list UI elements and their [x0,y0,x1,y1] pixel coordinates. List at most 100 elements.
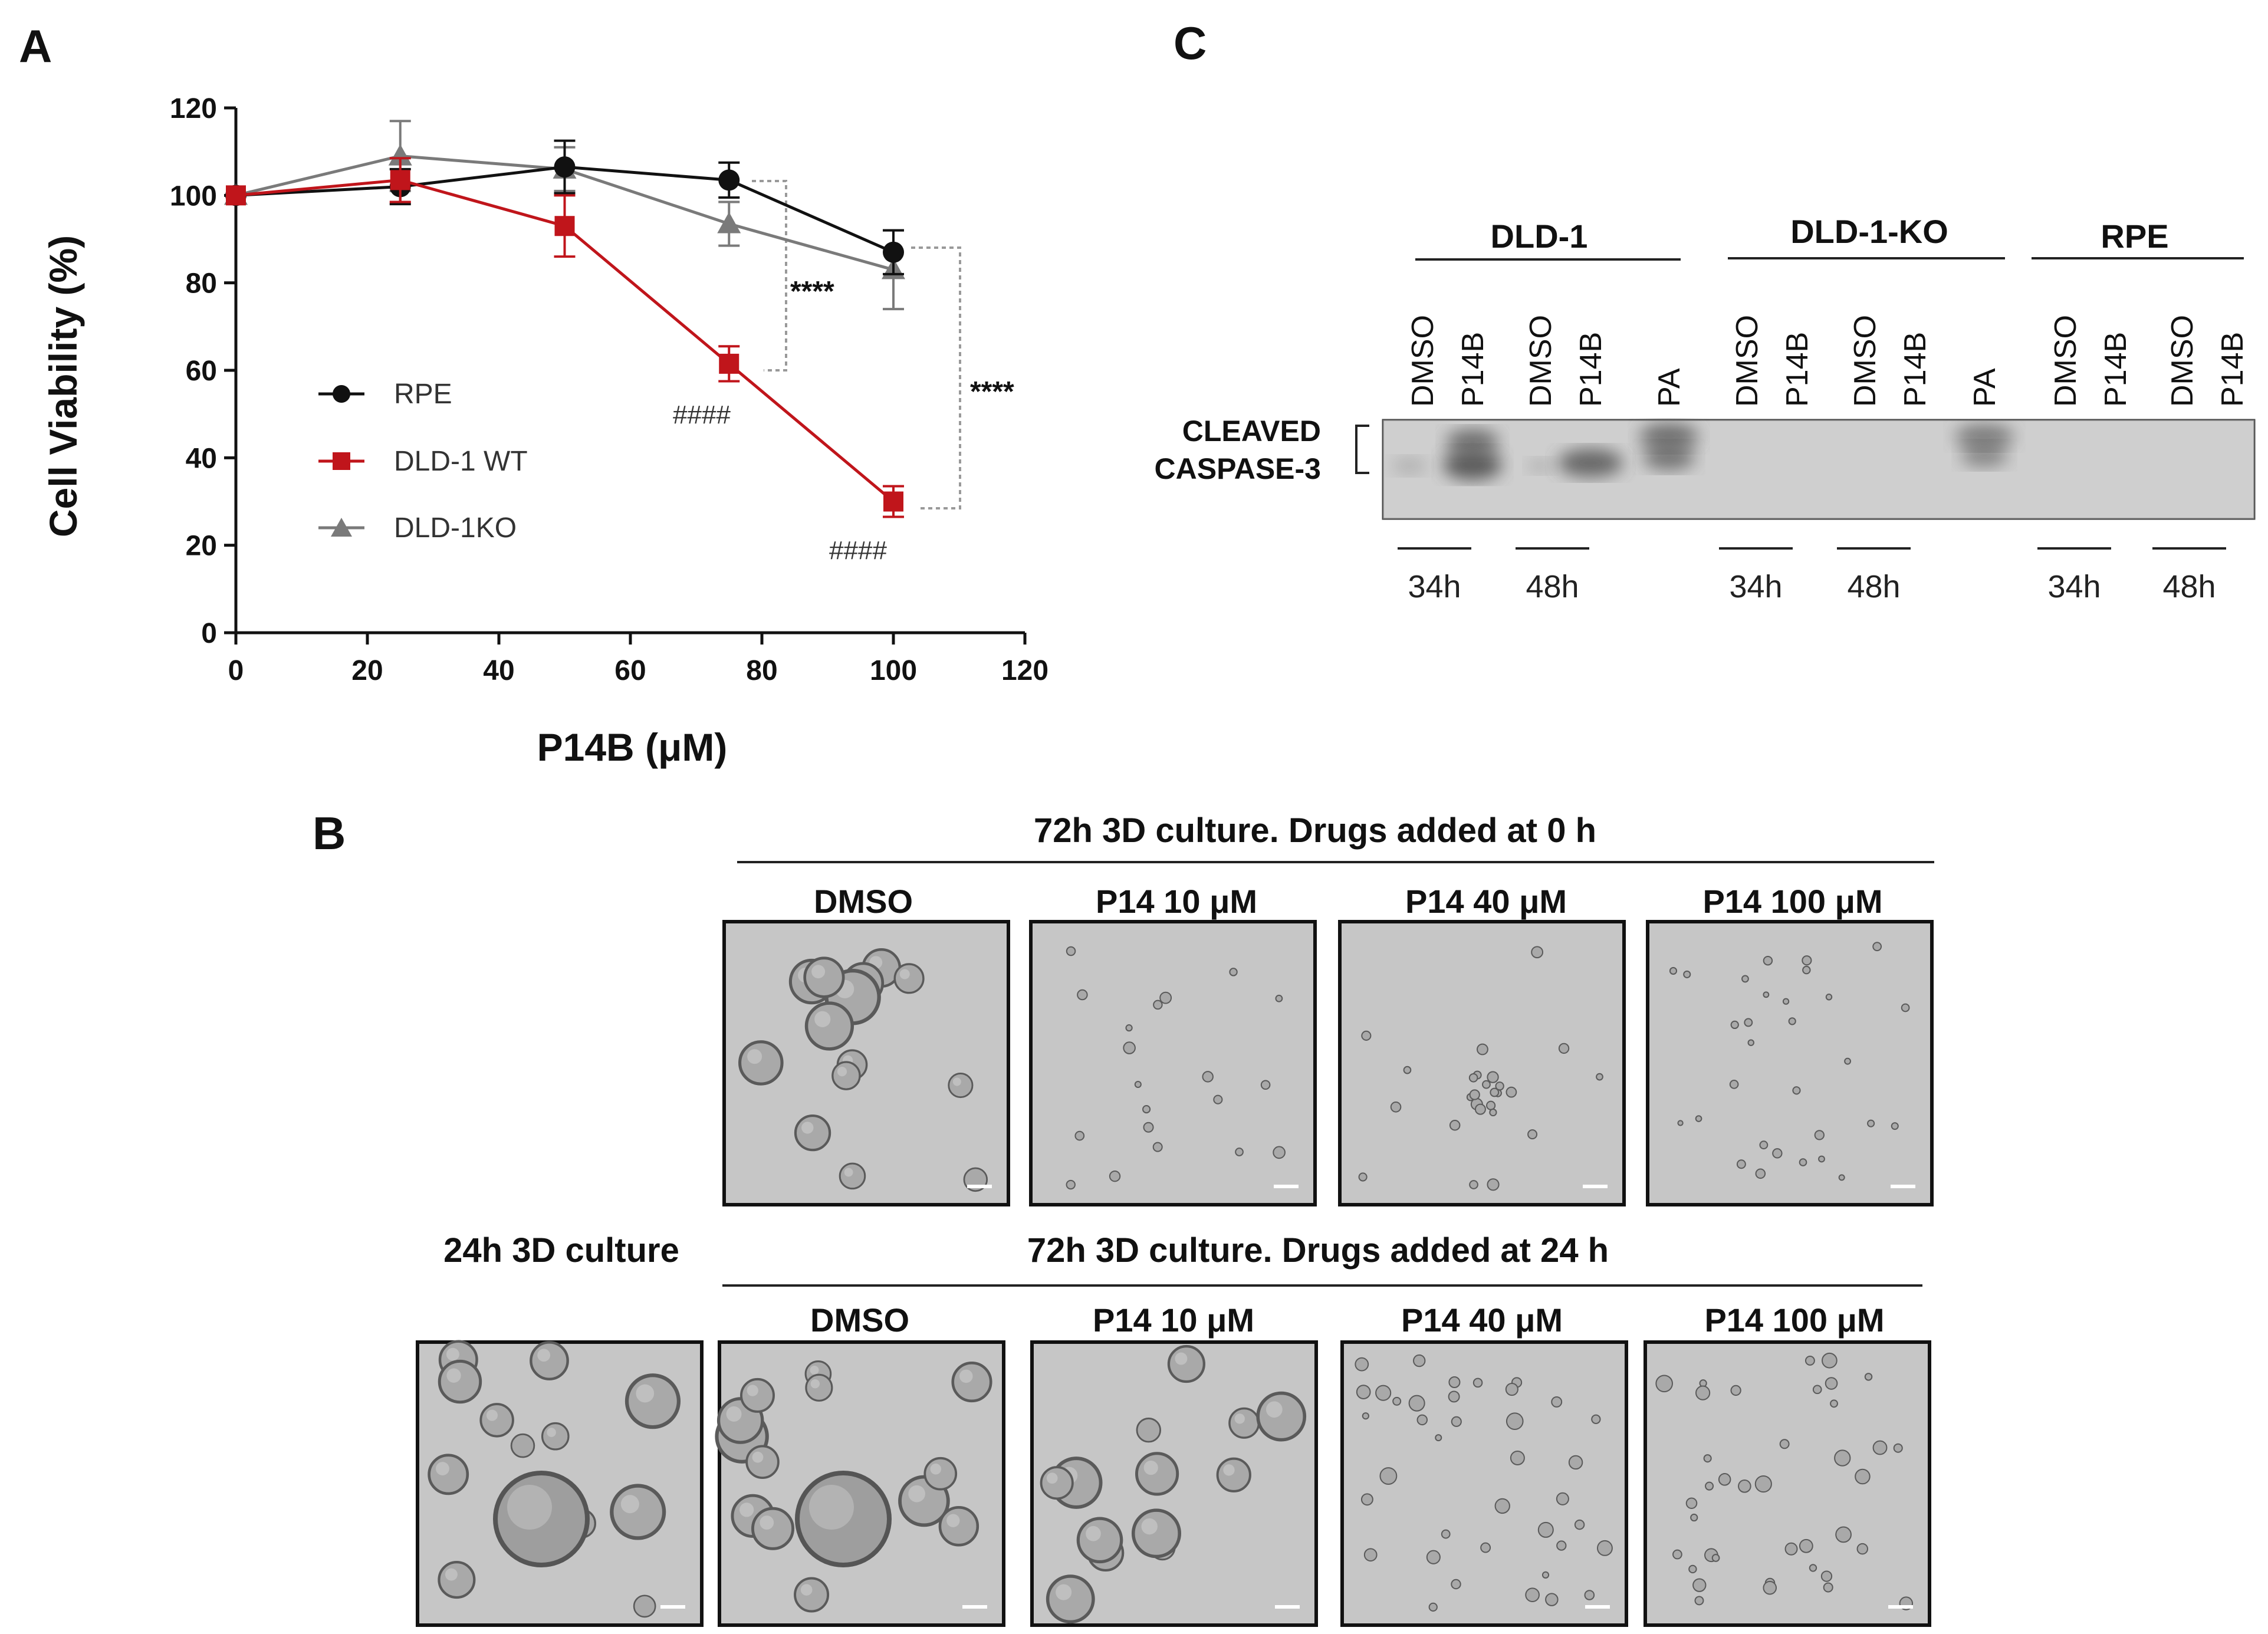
micrograph-panel-b: 72h 3D culture. Drugs added at 0 h 24h 3… [416,811,1934,1627]
cell-spheroid [1864,1373,1873,1381]
spheroid-highlight [752,1451,764,1463]
data-point-dld-1-wt [883,491,903,512]
cell-spheroid [1136,1417,1162,1443]
blot-lane-label: P14B [1456,332,1490,407]
timepoint-label: 48h [1847,569,1900,604]
cell-spheroid [1125,1024,1133,1032]
cell-spheroid [1076,1517,1123,1564]
cell-spheroid [1830,1399,1838,1408]
row2-condition-label: P14 10 μM [1093,1301,1254,1339]
x-tick-label: 60 [614,655,646,686]
spheroid-highlight [1056,1584,1072,1600]
micrograph-grid [416,920,1934,1627]
row2-condition-label: P14 40 μM [1401,1301,1563,1339]
cell-spheroid [1260,1080,1271,1090]
cell-spheroid [1167,1344,1205,1383]
row2-condition-label: DMSO [810,1301,909,1339]
spheroid-highlight [952,1077,961,1086]
hash-marks-75: #### [673,400,731,429]
spheroid-highlight [899,969,910,979]
cell-spheroid [1677,1120,1684,1126]
blot-band [1961,443,2008,467]
spheroid-highlight [811,965,826,979]
cell-spheroid [1451,1416,1462,1427]
cell-spheroid [1729,1080,1739,1089]
cell-spheroid [1802,955,1812,966]
spheroid-highlight [1046,1472,1058,1484]
cell-spheroid [1591,1414,1601,1424]
cell-spheroid [1556,1540,1567,1551]
cell-spheroid [1804,1356,1815,1366]
cell-spheroid [1844,1057,1852,1065]
x-axis-label: P14B (μM) [537,725,728,769]
blot-band [1558,449,1623,477]
cell-spheroid [1792,1086,1801,1095]
cell-spheroid [1469,1089,1480,1100]
row2-condition-labels: DMSO P14 10 μM P14 40 μM P14 100 μM [810,1301,1885,1339]
y-tick-labels: 0 20 40 60 80 100 120 [170,93,217,649]
row2-title: 72h 3D culture. Drugs added at 24 h [1027,1231,1609,1270]
cell-spheroid [1584,1590,1595,1600]
legend-label-rpe: RPE [394,379,452,410]
cell-spheroid [1428,1602,1438,1612]
spheroid-highlight [1143,1460,1158,1475]
cell-spheroid [1802,965,1811,975]
data-point-rpe [554,156,576,178]
spheroid-highlight [800,1584,813,1596]
cell-spheroid [1718,1473,1731,1486]
cell-spheroid [738,1040,784,1086]
legend-entry-dld1ko: DLD-1KO [318,512,517,544]
cell-spheroid [1744,1018,1753,1027]
data-point-dld-1-wt [390,170,410,190]
cell-spheroid [438,1359,482,1404]
blot-band [1955,425,2014,448]
cell-spheroid [1510,1450,1525,1465]
blot-group-rpe: RPE [2101,218,2168,255]
legend: RPE DLD-1 WT DLD-1KO [318,379,528,544]
cell-spheroid [1490,1087,1500,1097]
scale-bar [967,1185,992,1188]
cell-spheroid [1390,1102,1402,1113]
cell-spheroid [1551,1396,1563,1408]
timepoint-label: 34h [1729,569,1782,604]
blot-lane-label: P14B [2099,332,2133,407]
cell-spheroid [1683,970,1691,978]
cell-spheroid [1216,1457,1251,1492]
band-bracket [1355,425,1369,474]
cell-spheroid [751,1507,795,1550]
cell-spheroid [804,1001,854,1051]
micrograph-frame [1646,920,1934,1206]
legend-entry-rpe: RPE [318,379,452,410]
x-tick-label: 120 [1001,655,1048,686]
cell-spheroid [1256,1391,1307,1442]
x-tick-label: 40 [483,655,514,686]
micrograph [1029,920,1317,1206]
spheroid-highlight [1141,1518,1158,1535]
cell-spheroid [1695,1385,1711,1400]
cell-spheroid [1066,946,1076,956]
spheroid-highlight [636,1384,655,1403]
cell-spheroid [1482,1080,1491,1089]
spheroid-highlight [810,1379,820,1389]
large-spheroid-highlight [507,1485,552,1530]
blot-lane-label: DMSO [1406,315,1440,407]
spheroid-highlight [620,1495,639,1514]
spheroid-highlight [837,1067,847,1077]
x-tick-label: 80 [746,655,777,686]
legend-entry-dld1-wt: DLD-1 WT [318,446,528,477]
hash-marks-100: #### [829,536,887,565]
cell-spheroid [1392,1396,1402,1406]
cell-spheroid [1703,1454,1712,1463]
cell-spheroid [1489,1108,1497,1117]
cell-spheroid [1754,1475,1772,1493]
cell-spheroid [1046,1574,1095,1624]
micrograph-frame [1644,1340,1931,1627]
row1-condition-label: P14 40 μM [1405,883,1567,920]
blot-lane-label: PA [1968,368,2002,407]
blot-lane-label: P14B [1898,332,1932,407]
legend-label-dld1-wt: DLD-1 WT [394,446,528,477]
cell-spheroid [1152,1142,1163,1152]
spheroid-highlight [747,1385,758,1396]
y-tick-label: 120 [170,93,217,124]
cell-spheroid [1416,1414,1428,1426]
